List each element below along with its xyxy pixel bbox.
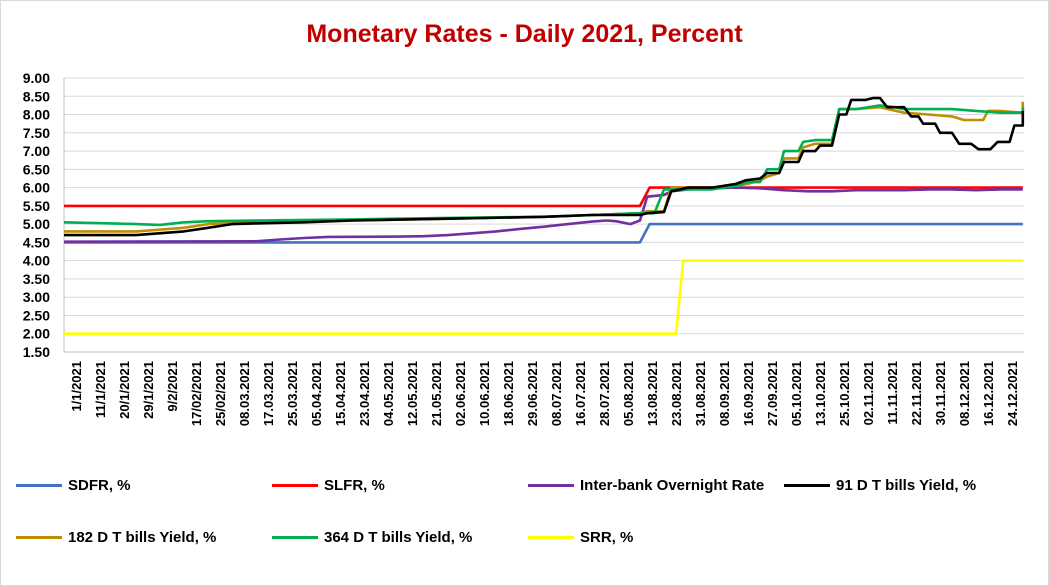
legend-label: Inter-bank Overnight Rate [580, 476, 765, 494]
x-tick-label: 18.06.2021 [501, 361, 516, 426]
y-tick-label: 7.00 [23, 143, 50, 159]
x-tick-label: 30.11.2021 [933, 361, 948, 425]
legend-item: 364 D T bills Yield, % [272, 527, 472, 547]
x-tick-label: 28.07.2021 [597, 361, 612, 426]
series-line-6 [64, 259, 1023, 335]
x-tick-label: 9/2/2021 [165, 361, 180, 412]
y-tick-label: 8.00 [23, 107, 50, 123]
x-axis-ticks: 1/1/2021 11/1/2021 20/1/2021 29/1/2021 9/2/2… [69, 361, 1020, 426]
y-tick-label: 2.00 [23, 326, 50, 342]
x-tick-label: 23.08.2021 [669, 361, 684, 426]
x-tick-label: 02.11.2021 [861, 361, 876, 425]
legend-swatch [272, 483, 318, 487]
legend-label: 182 D T bills Yield, % [68, 528, 217, 546]
x-tick-label: 08.09.2021 [717, 361, 732, 426]
y-tick-label: 6.00 [23, 180, 50, 196]
x-tick-label: 31.08.2021 [693, 361, 708, 426]
series-line-0 [64, 222, 1023, 244]
legend-item: SLFR, % [272, 475, 385, 495]
series-lines [63, 96, 1025, 335]
legend-label: SLFR, % [324, 476, 385, 494]
x-tick-label: 23.04.2021 [357, 361, 372, 426]
x-tick-label: 1/1/2021 [69, 361, 84, 412]
y-tick-label: 3.00 [23, 289, 50, 305]
legend-swatch [528, 535, 574, 539]
x-tick-label: 17.03.2021 [261, 361, 276, 426]
x-tick-label: 20/1/2021 [117, 361, 132, 419]
y-tick-label: 5.50 [23, 198, 50, 214]
x-tick-label: 11.11.2021 [885, 361, 900, 425]
x-tick-label: 21.05.2021 [429, 361, 444, 426]
y-tick-label: 6.50 [23, 161, 50, 177]
x-tick-label: 12.05.2021 [405, 361, 420, 426]
y-tick-label: 8.50 [23, 88, 50, 104]
legend-item: 182 D T bills Yield, % [16, 527, 216, 547]
x-tick-label: 08.03.2021 [237, 361, 252, 426]
series-line-1 [64, 186, 1023, 208]
x-tick-label: 08.12.2021 [957, 361, 972, 426]
y-tick-label: 2.50 [23, 307, 50, 323]
y-tick-label: 3.50 [23, 271, 50, 287]
x-tick-label: 11/1/2021 [93, 361, 108, 418]
legend-item: SDFR, % [16, 475, 131, 495]
x-tick-label: 05.10.2021 [789, 361, 804, 426]
legend-label: SRR, % [580, 528, 634, 546]
legend-label: 364 D T bills Yield, % [324, 528, 473, 546]
x-tick-label: 05.08.2021 [621, 361, 636, 426]
legend-label: 91 D T bills Yield, % [836, 476, 977, 494]
legend-swatch [16, 483, 62, 487]
x-tick-label: 08.07.2021 [549, 361, 564, 426]
x-tick-label: 29/1/2021 [141, 361, 156, 419]
legend-swatch [528, 483, 574, 487]
x-tick-label: 13.10.2021 [813, 361, 828, 426]
x-tick-label: 13.08.2021 [645, 361, 660, 426]
series-line-2 [63, 186, 1023, 243]
x-tick-label: 10.06.2021 [477, 361, 492, 426]
legend-label: SDFR, % [68, 476, 131, 494]
legend-item: Inter-bank Overnight Rate [528, 475, 764, 495]
chart-title: Monetary Rates - Daily 2021, Percent [306, 20, 743, 48]
x-tick-label: 25/02/2021 [213, 361, 228, 426]
x-tick-label: 22.11.2021 [909, 361, 924, 425]
y-tick-label: 1.50 [23, 344, 50, 360]
x-tick-label: 24.12.2021 [1005, 361, 1020, 426]
x-tick-label: 16.09.2021 [741, 361, 756, 426]
y-tick-label: 7.50 [23, 125, 50, 141]
legend-swatch [272, 535, 318, 539]
axes [63, 78, 1024, 353]
x-tick-label: 25.10.2021 [837, 361, 852, 426]
x-tick-label: 15.04.2021 [333, 361, 348, 426]
y-tick-label: 4.00 [23, 253, 50, 269]
x-tick-label: 16.07.2021 [573, 361, 588, 426]
y-tick-label: 5.00 [23, 216, 50, 232]
y-axis-ticks: 9.00 8.50 8.00 7.50 7.00 6.50 6.00 5.50 5.00 4.50… [23, 70, 50, 360]
legend-swatch [784, 483, 830, 487]
legend-item: 91 D T bills Yield, % [784, 475, 976, 495]
x-tick-label: 05.04.2021 [309, 361, 324, 426]
x-tick-label: 16.12.2021 [981, 361, 996, 426]
y-tick-label: 9.00 [23, 70, 50, 86]
y-tick-label: 4.50 [23, 234, 50, 250]
x-tick-label: 02.06.2021 [453, 361, 468, 426]
x-tick-label: 17/02/2021 [189, 361, 204, 426]
legend-swatch [16, 535, 62, 539]
x-tick-label: 04.05.2021 [381, 361, 396, 426]
series-line-4 [64, 101, 1025, 233]
x-tick-label: 27.09.2021 [765, 361, 780, 426]
series-line-3 [64, 96, 1025, 237]
gridlines [64, 77, 1024, 353]
x-tick-label: 25.03.2021 [285, 361, 300, 426]
x-tick-label: 29.06.2021 [525, 361, 540, 426]
legend-item: SRR, % [528, 527, 633, 547]
